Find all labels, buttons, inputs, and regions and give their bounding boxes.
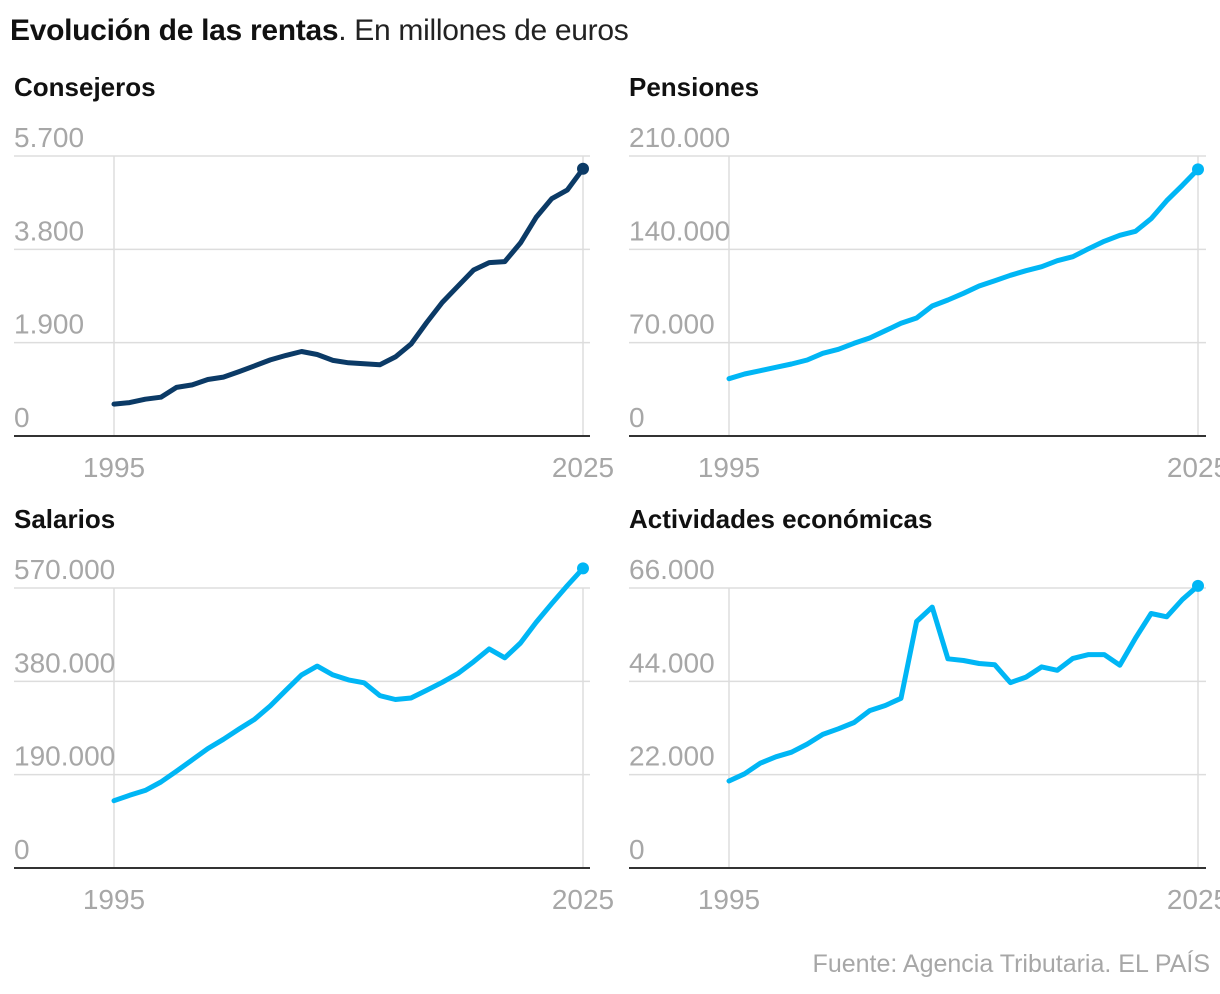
y-tick-label: 5.700	[14, 122, 84, 153]
series-line	[726, 583, 1201, 784]
series-end-point	[577, 162, 589, 175]
y-tick-label: 1.900	[14, 309, 84, 340]
y-tick-label: 0	[629, 402, 645, 433]
series-end-point	[577, 562, 589, 575]
series-line	[726, 166, 1201, 382]
chart-title-subtitle: . En millones de euros	[338, 14, 629, 47]
panel-3: Actividades económicas 0 22.000 44.000 66.00…	[629, 504, 1220, 915]
x-tick-label: 1995	[698, 452, 760, 483]
x-tick-label: 1995	[698, 884, 760, 915]
x-tick-label: 1995	[83, 452, 145, 483]
y-tick-label: 22.000	[629, 741, 715, 772]
panel-title: Actividades económicas	[629, 504, 932, 534]
panel-title: Salarios	[14, 504, 115, 534]
y-tick-label: 70.000	[629, 309, 715, 340]
y-tick-label: 140.000	[629, 215, 730, 246]
panel-title: Consejeros	[14, 72, 156, 102]
x-tick-label: 2025	[1167, 884, 1220, 915]
panel-2: Salarios 0 190.000 380.000 570.000 1995 2025	[14, 504, 614, 915]
series-line	[111, 565, 586, 804]
y-tick-label: 190.000	[14, 741, 115, 772]
y-tick-label: 44.000	[629, 647, 715, 678]
chart-title: Evolución de las rentas. En millones de …	[10, 14, 629, 48]
series-line	[111, 166, 586, 407]
y-tick-label: 0	[629, 834, 645, 865]
y-tick-label: 0	[14, 402, 30, 433]
y-tick-label: 380.000	[14, 647, 115, 678]
x-tick-label: 2025	[552, 452, 614, 483]
chart-title-bold: Evolución de las rentas	[10, 14, 339, 47]
y-tick-label: 210.000	[629, 122, 730, 153]
y-tick-label: 66.000	[629, 554, 715, 585]
x-tick-label: 1995	[83, 884, 145, 915]
panel-0: Consejeros 0 1.900 3.800 5.700 1995 2025	[14, 72, 614, 483]
y-tick-label: 570.000	[14, 554, 115, 585]
series-end-point	[1192, 163, 1204, 176]
source-credit: Fuente: Agencia Tributaria. EL PAÍS	[812, 950, 1210, 978]
panel-1: Pensiones 0 70.000 140.000 210.000 1995 2025	[629, 72, 1220, 483]
y-tick-label: 0	[14, 834, 30, 865]
x-tick-label: 2025	[1167, 452, 1220, 483]
x-tick-label: 2025	[552, 884, 614, 915]
y-tick-label: 3.800	[14, 215, 84, 246]
series-end-point	[1192, 579, 1204, 592]
panel-title: Pensiones	[629, 72, 759, 102]
